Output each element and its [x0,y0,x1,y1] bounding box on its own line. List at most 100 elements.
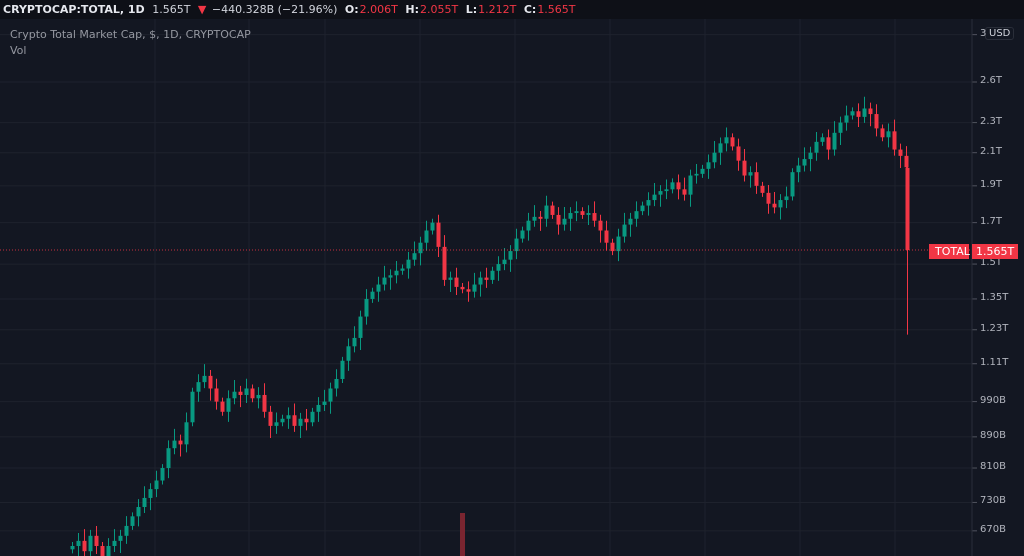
candle-body [304,418,309,423]
low-value: 1.212T [478,3,517,16]
candle-body [742,160,747,176]
candle-body [814,141,819,153]
series-title[interactable]: Crypto Total Market Cap, $, 1D, CRYPTOCA… [10,28,251,41]
candle-body [220,401,225,412]
candle-body [905,167,910,251]
candle-body [844,115,849,123]
price-axis-label: 1.9T [980,178,1003,190]
candle-body [640,205,645,212]
candle-body [76,540,81,546]
price-axis-label: 890B [980,429,1006,441]
candle-body [766,192,771,204]
candle-body [328,388,333,402]
candle-body [490,270,495,280]
close-value: 1.565T [537,3,576,16]
candle-body [196,382,201,392]
candle-body [142,497,147,508]
candle-body [484,277,489,280]
candle-body [268,411,273,426]
candle-body [178,440,183,445]
candle-body [274,422,279,426]
candle-body [694,173,699,176]
candle-body [550,205,555,215]
price-axis-label: 3 [980,27,987,39]
candle-body [130,516,135,526]
candle-body [670,182,675,190]
candle-body [460,286,465,290]
candle-body [238,391,243,395]
candle-body [454,277,459,287]
candle-body [412,253,417,260]
candle-body [136,507,141,517]
candle-body [214,388,219,402]
candle-body [166,448,171,469]
price-axis-label: 2.6T [980,75,1003,86]
candle-body [376,284,381,292]
candle-body [442,246,447,280]
candle-body [112,540,117,546]
symbol-name[interactable]: CRYPTOCAP:TOTAL, 1D [3,3,145,16]
open-label: O: [344,3,359,16]
candle-body [526,220,531,231]
candle-body [202,375,207,383]
candle-body [826,137,831,150]
candle-body [544,205,549,219]
last-price: 1.565T [152,3,191,16]
candle-body [262,394,267,412]
candle-body [316,404,321,412]
price-axis-label: 990B [980,394,1006,406]
price-chart[interactable] [0,19,1024,556]
candle-body [106,545,111,556]
candle-body [184,422,189,445]
symbol-header: CRYPTOCAP:TOTAL, 1D 1.565T ▼ −440.328B (… [0,0,1024,19]
candle-body [646,200,651,206]
price-axis-label: 1.7T [980,215,1003,227]
volume-bar [460,513,465,556]
candle-body [418,242,423,254]
candle-body [784,196,789,201]
candle-body [880,128,885,138]
candle-body [790,172,795,197]
candle-body [622,224,627,237]
candle-body [718,143,723,153]
candle-body [724,137,729,144]
price-axis-label: 730B [980,495,1006,507]
candle-body [862,108,867,117]
candle-body [256,394,261,399]
currency-button[interactable]: USD [985,27,1015,40]
open-value: 2.006T [359,3,398,16]
candle-body [832,132,837,150]
candle-body [652,194,657,201]
price-axis-label: 1.35T [980,291,1009,303]
candle-body [520,230,525,239]
candle-body [562,218,567,225]
low-label: L: [465,3,478,16]
candle-body [352,337,357,347]
candle-body [394,270,399,276]
candle-body [610,242,615,252]
candle-body [700,168,705,174]
candle-body [292,415,297,426]
candle-body [280,418,285,423]
candle-body [772,203,777,208]
candle-body [820,137,825,142]
candle-body [232,391,237,399]
candle-body [634,211,639,219]
price-axis-label: 810B [980,461,1006,473]
volume-label[interactable]: Vol [10,44,27,57]
candle-body [748,172,753,176]
candle-body [340,360,345,379]
candle-body [592,213,597,221]
price-axis-label: 1.23T [980,322,1009,334]
candle-body [322,401,327,405]
candle-body [466,289,471,292]
candle-body [382,277,387,285]
candle-body [244,388,249,395]
candle-body [310,411,315,423]
candle-body [736,146,741,161]
price-axis-label: 1.11T [980,356,1009,368]
candle-body [172,440,177,449]
candle-body [496,264,501,271]
candle-body [538,216,543,219]
candle-body [226,398,231,412]
